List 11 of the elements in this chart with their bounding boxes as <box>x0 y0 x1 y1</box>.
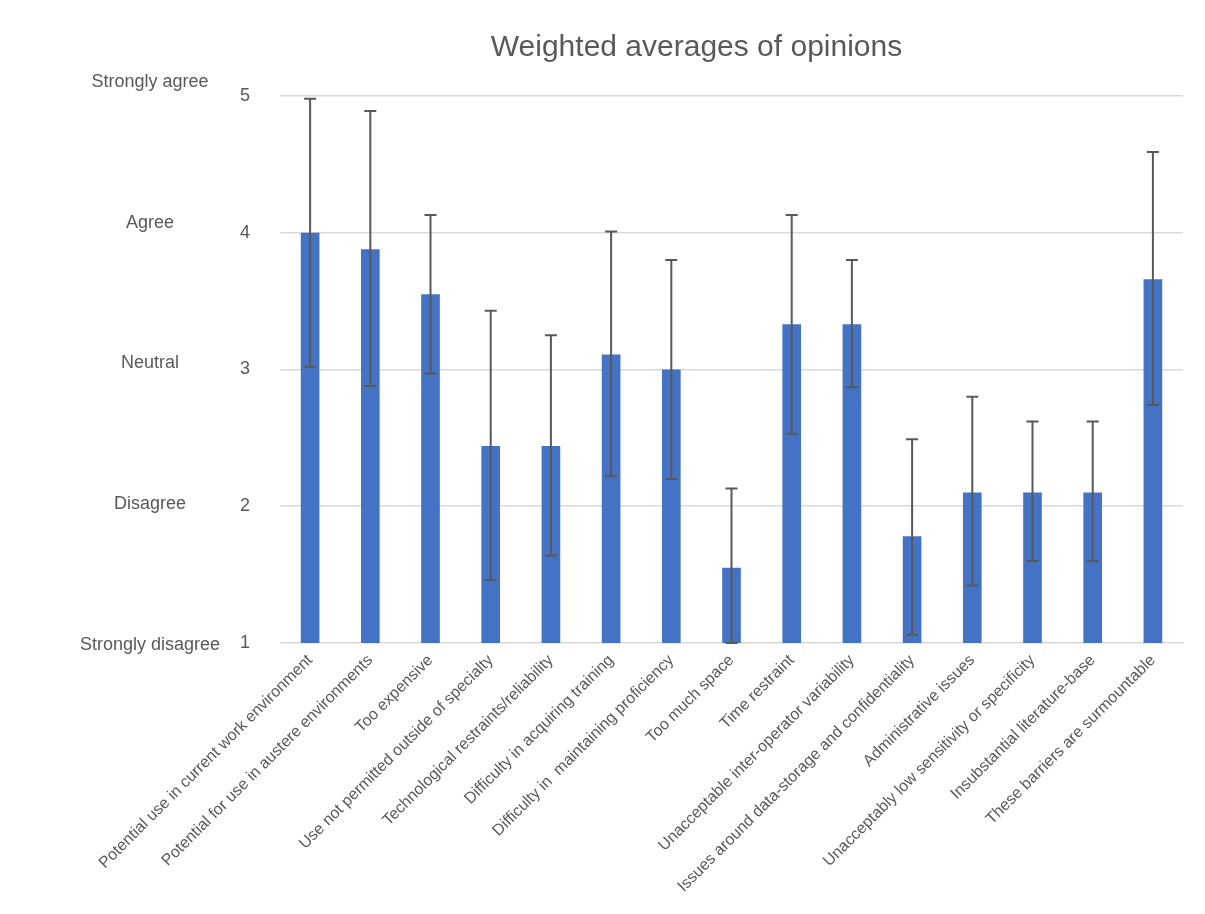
chart-title: Weighted averages of opinions <box>490 29 903 63</box>
text: Agree <box>125 211 175 232</box>
text: Disagree <box>113 493 187 514</box>
text: Neutral <box>120 352 180 373</box>
text: Strongly disagree <box>79 633 221 654</box>
y-tick-label: 1 <box>240 631 251 652</box>
text: Strongly agree <box>91 70 209 91</box>
y-tick-label: 2 <box>240 495 251 516</box>
y-tick-label: 4 <box>240 221 251 242</box>
y-tick-label: 5 <box>240 84 251 105</box>
y-tick-label: 3 <box>240 358 251 379</box>
